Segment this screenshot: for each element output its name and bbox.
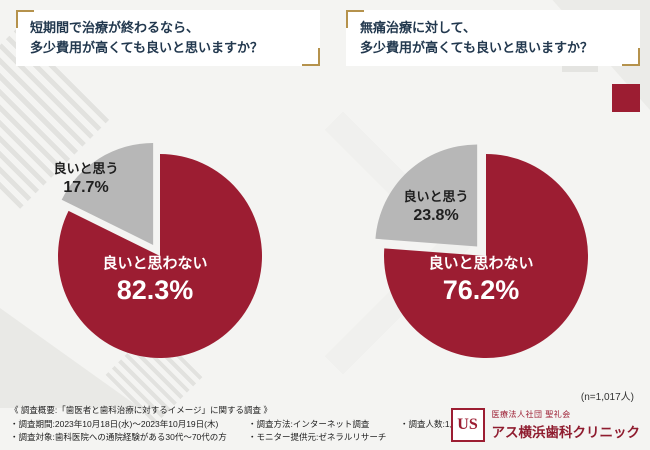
clinic-logo-text: 医療法人社団 聖礼会 アス横浜歯科クリニック	[492, 409, 641, 441]
clinic-logo-mark: US	[450, 408, 485, 442]
survey-overview: 《 調査概要:「歯医者と歯科治療に対するイメージ」に関する調査 》	[10, 405, 272, 416]
question-line: 短期間で治療が終わるなら、	[30, 20, 200, 35]
pie-chart-svg	[375, 144, 588, 358]
slice-percentage: 76.2%	[442, 275, 520, 305]
survey-period: ・調査期間:2023年10月18日(水)～2023年10月19日(木)	[10, 418, 219, 429]
slice-percentage: 82.3%	[116, 275, 194, 305]
sample-size-note: (n=1,017人)	[580, 392, 634, 403]
slice-label-agree: 良いと思う 23.8%	[376, 186, 496, 225]
clinic-logo: US 医療法人社団 聖礼会 アス横浜歯科クリニック	[450, 408, 641, 442]
slice-name: 良いと思う	[53, 161, 119, 176]
question-box-left: 短期間で治療が終わるなら、 多少費用が高くても良いと思いますか？	[16, 10, 320, 67]
clinic-name: アス横浜歯科クリニック	[491, 425, 641, 440]
survey-target: ・調査対象:歯科医院への通院経験がある30代～70代の方	[10, 432, 227, 443]
red-square-decoration	[612, 84, 640, 112]
question-line: 多少費用が高くても良いと思いますか？	[360, 40, 593, 56]
slice-name: 良いと思わない	[102, 255, 208, 272]
pie-slice	[61, 142, 154, 245]
slice-percentage: 23.8%	[413, 207, 459, 224]
pie-slice	[384, 154, 588, 358]
slice-label-agree: 良いと思う 17.7%	[26, 158, 146, 197]
survey-footer: 《 調査概要:「歯医者と歯科治療に対するイメージ」に関する調査 》 ・調査期間:…	[10, 404, 490, 445]
pie-slice	[58, 154, 262, 358]
survey-method: ・調査方法:インターネット調査	[248, 418, 370, 429]
slice-label-disagree: 良いと思わない 76.2%	[378, 252, 584, 306]
slice-name: 良いと思う	[403, 189, 469, 204]
slice-label-disagree: 良いと思わない 82.3%	[52, 252, 258, 306]
pie-chart-short-treatment: 良いと思う 17.7% 良いと思わない 82.3%	[22, 106, 282, 378]
slice-name: 良いと思わない	[428, 255, 534, 272]
pie-chart-svg	[58, 142, 262, 358]
survey-monitor: ・モニター提供元:ゼネラルリサーチ	[248, 432, 387, 443]
pie-slice	[375, 144, 478, 247]
clinic-organization: 医療法人社団 聖礼会	[491, 410, 571, 419]
question-line: 多少費用が高くても良いと思いますか？	[30, 40, 263, 56]
pie-chart-painless-treatment: 良いと思う 23.8% 良いと思わない 76.2%	[348, 106, 608, 378]
question-box-right: 無痛治療に対して、 多少費用が高くても良いと思いますか？	[346, 10, 640, 67]
slice-percentage: 17.7%	[63, 179, 109, 196]
question-line: 無痛治療に対して、	[360, 20, 476, 35]
survey-count: ・調査人数:1,017人	[400, 418, 475, 429]
